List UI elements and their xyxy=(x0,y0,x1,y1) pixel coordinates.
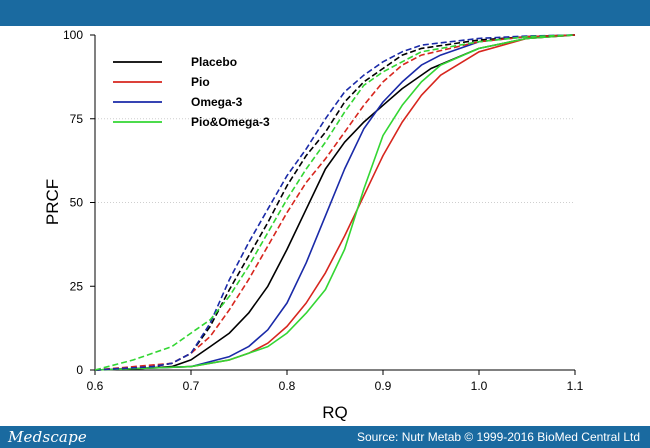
source-credit: Source: Nutr Metab © 1999-2016 BioMed Ce… xyxy=(357,430,640,444)
legend-label: Omega-3 xyxy=(191,95,243,109)
x-tick-label: 1.1 xyxy=(567,379,584,393)
prcf-chart: 0.6 0.7 0.8 0.9 1.0 1.1 0 25 50 75 100 Placebo Pio O… xyxy=(43,28,584,422)
legend-label: Pio&Omega-3 xyxy=(191,115,270,129)
header-bar xyxy=(0,0,650,26)
y-tick-label: 25 xyxy=(70,279,84,293)
x-tick-label: 0.8 xyxy=(279,379,296,393)
series-line-placebo-dashed xyxy=(94,34,576,371)
legend-label: Placebo xyxy=(191,55,237,69)
grid-lines xyxy=(95,118,575,203)
series-line-omega-3-dashed xyxy=(94,34,576,371)
series-line-placebo-solid xyxy=(94,34,576,371)
series-line-pio-dashed xyxy=(94,34,576,371)
legend-label: Pio xyxy=(191,75,210,89)
footer-bar: Medscape Source: Nutr Metab © 1999-2016 … xyxy=(0,426,650,448)
x-tick-label: 0.7 xyxy=(183,379,200,393)
y-tick-label: 0 xyxy=(76,363,83,377)
x-tick-label: 0.9 xyxy=(375,379,392,393)
series-line-pio-omega-3-dashed xyxy=(94,34,576,371)
x-tick-label: 1.0 xyxy=(471,379,488,393)
x-axis-title: RQ xyxy=(322,403,348,422)
medscape-logo[interactable]: Medscape xyxy=(8,428,87,446)
y-tick-label: 75 xyxy=(70,112,84,126)
y-tick-label: 100 xyxy=(63,28,83,42)
axes: 0.6 0.7 0.8 0.9 1.0 1.1 0 25 50 75 100 xyxy=(63,28,584,393)
y-axis-title: PRCF xyxy=(43,179,62,225)
series-line-pio-omega-3-solid xyxy=(94,34,576,371)
series-line-omega-3-solid xyxy=(94,34,576,371)
y-tick-label: 50 xyxy=(70,196,84,210)
series-lines xyxy=(94,34,576,371)
x-tick-label: 0.6 xyxy=(87,379,104,393)
legend: Placebo Pio Omega-3 Pio&Omega-3 xyxy=(113,55,270,129)
